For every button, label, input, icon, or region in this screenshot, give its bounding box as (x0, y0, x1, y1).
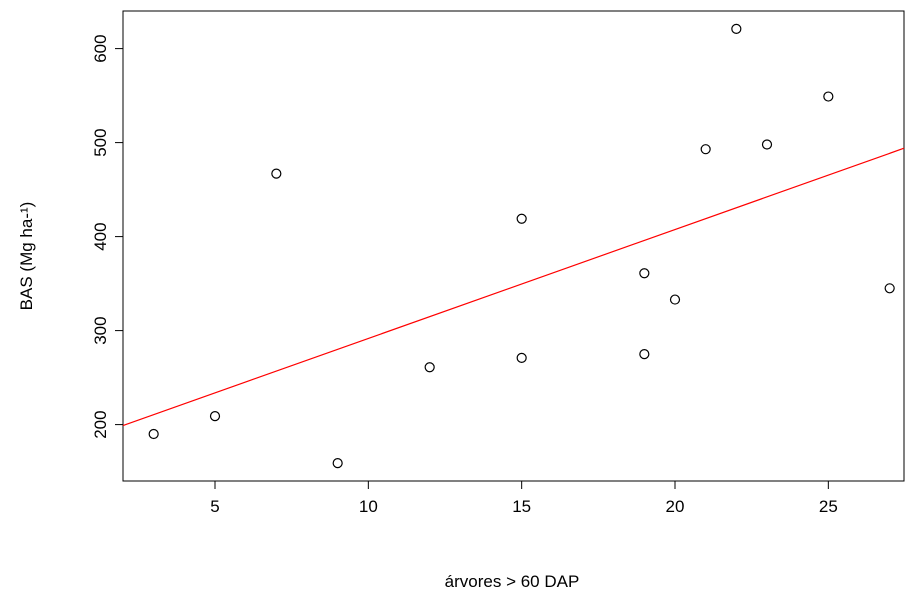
plot-box (122, 10, 905, 482)
x-tick-label: 15 (512, 497, 531, 516)
data-point (516, 213, 527, 224)
data-point (731, 23, 742, 34)
y-axis-title: BAS (Mg ha-¹) (17, 202, 36, 311)
x-axis-title: árvores > 60 DAP (445, 572, 580, 591)
regression-line (122, 147, 905, 427)
data-point (271, 168, 282, 179)
data-point (209, 411, 221, 422)
x-tick-label: 10 (359, 497, 378, 516)
x-tick-label: 5 (210, 497, 219, 516)
y-tick-label: 400 (91, 222, 110, 250)
data-point (332, 458, 343, 469)
x-tick-label: 25 (819, 497, 838, 516)
data-point (639, 349, 650, 360)
plot-area: 5 10 15 20 25 200 300 400 500 600 (91, 10, 905, 516)
y-tick-label: 200 (91, 410, 110, 438)
data-point (884, 283, 895, 294)
y-tick-label: 600 (91, 34, 110, 62)
data-point (761, 139, 773, 150)
data-point (516, 352, 527, 363)
data-point (700, 144, 711, 155)
data-point (823, 91, 834, 102)
data-point (424, 362, 435, 373)
data-point (669, 294, 681, 305)
y-tick-label: 500 (91, 128, 110, 156)
data-point (639, 268, 650, 279)
y-tick-label: 300 (91, 316, 110, 344)
data-point (148, 428, 159, 440)
x-tick-label: 20 (666, 497, 685, 516)
